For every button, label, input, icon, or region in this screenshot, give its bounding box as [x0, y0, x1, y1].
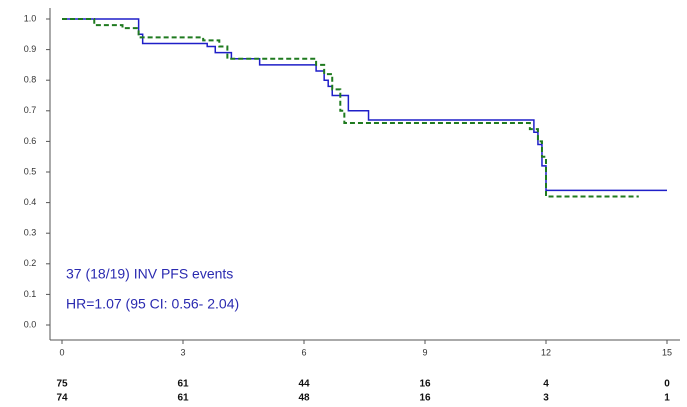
x-tick-label: 12 [541, 347, 551, 357]
y-tick-label: 0.7 [24, 105, 37, 115]
at-risk-count: 4 [543, 379, 549, 390]
y-tick-label: 0.4 [24, 197, 37, 207]
x-tick-label: 6 [301, 347, 306, 357]
x-tick-label: 15 [662, 347, 672, 357]
y-tick-label: 0.9 [24, 44, 37, 54]
at-risk-count: 16 [419, 379, 431, 390]
at-risk-count: 75 [56, 379, 68, 390]
survival-curve [62, 18, 639, 198]
at-risk-count: 0 [664, 379, 670, 390]
at-risk-count: 48 [298, 393, 310, 404]
y-tick-label: 1.0 [24, 13, 37, 23]
y-tick-label: 0.3 [24, 228, 37, 238]
y-tick-label: 0.1 [24, 289, 37, 299]
annotation: HR=1.07 (95 CI: 0.56- 2.04) [66, 296, 239, 312]
at-risk-count: 1 [664, 393, 670, 404]
y-tick-label: 0.8 [24, 75, 37, 85]
x-tick-label: 9 [422, 347, 427, 357]
annotation: 37 (18/19) INV PFS events [66, 266, 233, 282]
x-tick-label: 3 [180, 347, 185, 357]
y-tick-label: 0.0 [24, 319, 37, 329]
y-tick-label: 0.2 [24, 258, 37, 268]
at-risk-count: 44 [298, 379, 310, 390]
y-tick-label: 0.6 [24, 136, 37, 146]
x-tick-label: 0 [59, 347, 64, 357]
at-risk-count: 61 [177, 379, 189, 390]
at-risk-count: 3 [543, 393, 549, 404]
survival-curve [62, 18, 667, 192]
at-risk-count: 16 [419, 393, 431, 404]
at-risk-count: 61 [177, 393, 189, 404]
y-tick-label: 0.5 [24, 166, 37, 176]
at-risk-count: 74 [56, 393, 68, 404]
